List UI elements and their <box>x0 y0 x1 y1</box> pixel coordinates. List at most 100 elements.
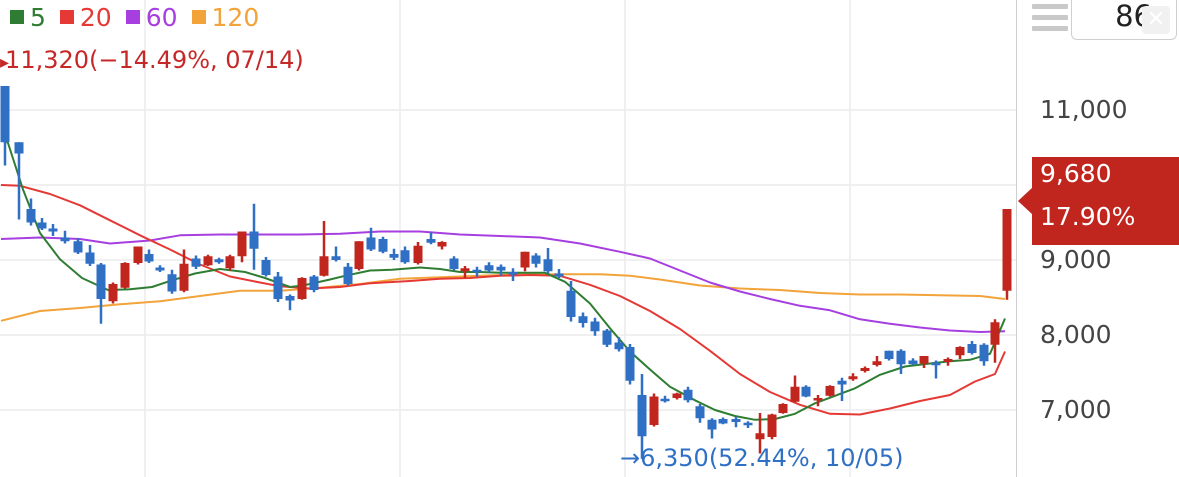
candle <box>955 346 965 359</box>
legend-item-ma120[interactable]: 120 <box>191 2 260 32</box>
candle-body <box>378 239 388 252</box>
candle-body <box>743 422 753 426</box>
candle-body <box>908 360 918 365</box>
candle-body <box>672 393 682 398</box>
gridlines <box>0 0 1016 477</box>
candle-body <box>261 260 271 275</box>
candle-body <box>837 380 847 385</box>
price-tag-pointer <box>1018 187 1033 215</box>
legend-label-ma60: 60 <box>145 2 178 32</box>
candle <box>943 357 953 366</box>
candle-body <box>437 242 447 247</box>
candle <box>683 386 693 403</box>
candle <box>979 343 989 366</box>
candle-body <box>919 356 929 364</box>
candle <box>273 272 283 302</box>
candle <box>261 257 271 277</box>
candle <box>366 227 376 251</box>
candle-body <box>872 361 882 365</box>
candle <box>343 263 353 286</box>
candle-body <box>778 404 788 413</box>
candle-body <box>309 276 319 290</box>
candle-body <box>48 228 58 232</box>
y-tick-label: 9,000 <box>1040 245 1112 274</box>
legend-item-ma20[interactable]: 20 <box>59 2 112 32</box>
candle-body <box>848 376 858 380</box>
candle <box>896 349 906 374</box>
candle-body <box>660 398 670 402</box>
ma120-line <box>0 273 1006 322</box>
candle-body <box>37 222 47 229</box>
legend-label-ma5: 5 <box>30 2 46 32</box>
candle <box>108 282 118 304</box>
candle-body <box>496 266 506 271</box>
candle-body <box>1002 209 1012 291</box>
candle <box>26 198 36 226</box>
candle <box>837 377 847 401</box>
candle-body <box>203 256 213 266</box>
candle <box>167 269 177 294</box>
candle <box>14 142 24 220</box>
y-tick-label: 7,000 <box>1040 395 1112 424</box>
candle-body <box>426 239 436 243</box>
candle <box>0 86 10 166</box>
legend-item-ma5[interactable]: 5 <box>10 3 46 32</box>
candle-body <box>133 246 143 263</box>
candle <box>60 230 70 244</box>
candle <box>967 341 977 355</box>
candle <box>707 418 717 439</box>
candle-body <box>191 258 201 267</box>
candle <box>520 251 530 272</box>
menu-icon[interactable] <box>1030 0 1070 40</box>
candle <box>96 263 106 324</box>
candle <box>331 246 341 262</box>
candle <box>718 417 728 425</box>
candle <box>225 254 235 271</box>
candle <box>660 395 670 403</box>
candle <box>378 236 388 254</box>
period-count-box[interactable]: 86 ✕ <box>1071 0 1177 40</box>
candle-body <box>237 231 247 257</box>
candle <box>309 275 319 293</box>
candle-body <box>578 316 588 323</box>
candle <box>755 413 765 454</box>
candle-body <box>319 256 329 276</box>
candle-body <box>625 347 635 381</box>
candle <box>813 395 823 407</box>
candle-body <box>790 386 800 402</box>
candle-body <box>225 256 235 269</box>
candle-body <box>96 264 106 299</box>
legend-item-ma60[interactable]: 60 <box>125 2 178 32</box>
candle-body <box>60 237 70 242</box>
candle <box>400 246 410 264</box>
candle <box>37 218 47 230</box>
candle <box>249 203 259 270</box>
candle-body <box>413 245 423 263</box>
candle-body <box>273 276 283 299</box>
legend-label-ma20: 20 <box>79 2 112 32</box>
chart-legend: 5 20 60 120 <box>10 2 259 32</box>
candle <box>426 232 436 245</box>
legend-swatch-ma60 <box>125 10 140 24</box>
candle-body <box>214 259 224 263</box>
candle-body <box>144 254 154 262</box>
y-tick-label: 11,000 <box>1040 95 1128 124</box>
candle <box>602 329 612 347</box>
candle-body <box>967 344 977 353</box>
legend-label-ma120: 120 <box>211 2 260 32</box>
candle <box>319 221 329 277</box>
candle <box>48 224 58 236</box>
candle <box>203 254 213 266</box>
candle <box>931 360 941 379</box>
candle-body <box>683 389 693 401</box>
candle-body <box>531 255 541 264</box>
close-icon[interactable]: ✕ <box>1142 6 1170 34</box>
candle <box>778 403 788 414</box>
candle-body <box>566 290 576 317</box>
candle <box>743 421 753 428</box>
candle <box>767 413 777 440</box>
candle-body <box>543 259 553 272</box>
candle <box>695 404 705 423</box>
candle-body <box>366 237 376 250</box>
candle-body <box>484 265 494 271</box>
